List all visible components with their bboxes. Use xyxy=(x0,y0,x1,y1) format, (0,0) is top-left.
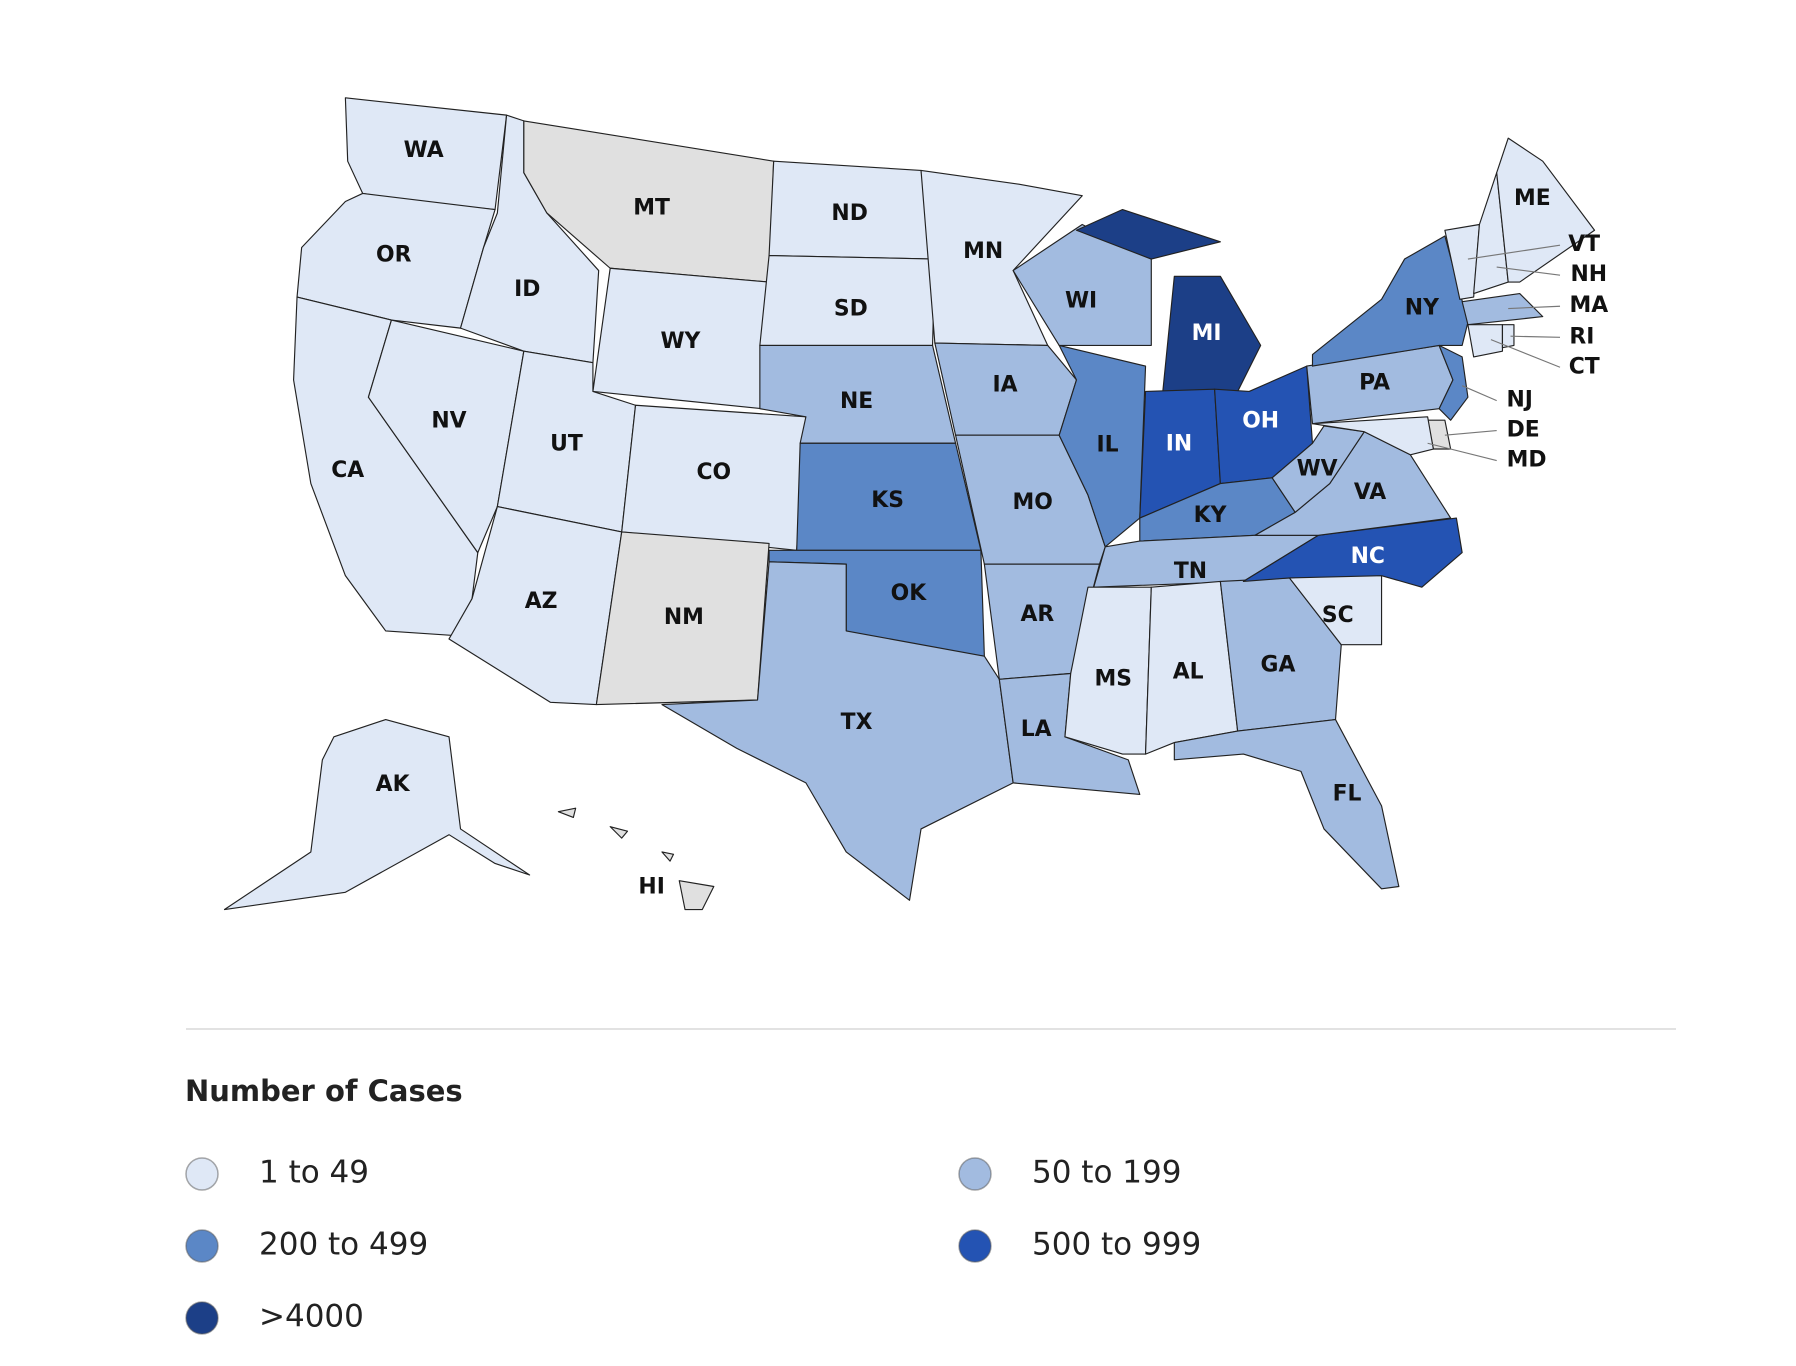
legend-label: >4000 xyxy=(259,1299,364,1335)
state xyxy=(1496,137,1596,283)
state xyxy=(557,807,715,911)
state-label: VA xyxy=(1354,480,1386,505)
legend-title: Number of Cases xyxy=(185,1074,463,1108)
state xyxy=(661,561,1014,901)
state-label: NM xyxy=(664,605,704,630)
state-label: VT xyxy=(1568,232,1600,257)
state-label: WA xyxy=(404,138,444,163)
state-label: OR xyxy=(376,243,412,268)
state xyxy=(1311,235,1469,367)
state-label: KY xyxy=(1194,503,1228,528)
state-label: WY xyxy=(660,329,701,354)
state xyxy=(1012,223,1152,346)
state-label: OK xyxy=(891,581,928,606)
leader-line xyxy=(1510,335,1561,338)
state xyxy=(1467,324,1504,358)
state-label: OH xyxy=(1242,408,1279,433)
state-label: WV xyxy=(1297,457,1338,482)
state-label: ND xyxy=(831,201,867,226)
state-label: MT xyxy=(633,195,670,220)
state xyxy=(1444,223,1480,300)
legend: 1 to 49 50 to 199 200 to 499 500 to 999 >400… xyxy=(185,1155,1201,1335)
state-label: LA xyxy=(1021,717,1052,742)
legend-label: 1 to 49 xyxy=(259,1155,369,1191)
state-label: MA xyxy=(1569,293,1608,318)
state xyxy=(1501,324,1515,349)
state-label: MD xyxy=(1507,448,1547,473)
state-label: CO xyxy=(696,460,731,485)
state-label: WI xyxy=(1065,289,1097,314)
state-label: UT xyxy=(550,431,583,456)
legend-label: 50 to 199 xyxy=(1032,1155,1181,1191)
legend-swatch xyxy=(958,1157,992,1191)
us-map: WA OR CA NV ID MT WY UT CO AZ NM ND SD NE KS OK TX MN IA MO… xyxy=(223,97,1608,911)
state-label: IL xyxy=(1097,433,1119,458)
state-label: ID xyxy=(514,277,540,302)
leader-line xyxy=(1467,244,1561,260)
state-label: NV xyxy=(431,408,466,433)
state-label: PA xyxy=(1359,370,1390,395)
state-label: TX xyxy=(841,710,873,735)
state xyxy=(1058,344,1147,548)
state-label: NH xyxy=(1570,262,1607,287)
legend-label: 500 to 999 xyxy=(1032,1227,1201,1263)
leader-line xyxy=(1427,442,1497,462)
state-label: MI xyxy=(1192,321,1222,346)
state-label: KS xyxy=(871,488,904,513)
state-label: CA xyxy=(331,458,364,483)
state-label: AL xyxy=(1173,659,1204,684)
leader-line xyxy=(1444,430,1497,436)
state xyxy=(223,718,531,911)
state-label: NE xyxy=(840,389,873,414)
legend-label: 200 to 499 xyxy=(259,1227,428,1263)
state-label: NY xyxy=(1405,296,1440,321)
state-label: MS xyxy=(1095,666,1133,691)
state xyxy=(1173,718,1400,890)
state-label: ME xyxy=(1514,186,1551,211)
leader-line xyxy=(1490,339,1561,368)
state-label: DE xyxy=(1507,418,1540,443)
state-label: IN xyxy=(1166,431,1192,456)
legend-swatch xyxy=(958,1229,992,1263)
legend-swatch xyxy=(185,1157,219,1191)
state-label: MN xyxy=(963,239,1003,264)
state-label: AK xyxy=(376,772,411,797)
state-label: HI xyxy=(638,875,664,900)
state-label: FL xyxy=(1333,781,1362,806)
state-label: NC xyxy=(1351,544,1385,569)
state-label: GA xyxy=(1261,652,1296,677)
state xyxy=(1438,344,1469,421)
legend-swatch xyxy=(185,1229,219,1263)
state-label: RI xyxy=(1569,324,1594,349)
state-label: SD xyxy=(834,297,868,322)
state-label: AR xyxy=(1020,602,1054,627)
state xyxy=(1461,293,1544,326)
state-label: AZ xyxy=(525,589,558,614)
state-label: TN xyxy=(1174,559,1207,584)
state-label: CT xyxy=(1569,354,1600,379)
state-label: NJ xyxy=(1506,388,1532,413)
state xyxy=(367,319,525,554)
leader-line xyxy=(1461,385,1497,402)
state-label: SC xyxy=(1322,603,1354,628)
state-label: MO xyxy=(1013,490,1053,515)
state-label: IA xyxy=(993,373,1018,398)
legend-swatch xyxy=(185,1301,219,1335)
leader-line xyxy=(1496,266,1561,276)
state xyxy=(1311,416,1434,456)
leader-line xyxy=(1508,305,1561,310)
